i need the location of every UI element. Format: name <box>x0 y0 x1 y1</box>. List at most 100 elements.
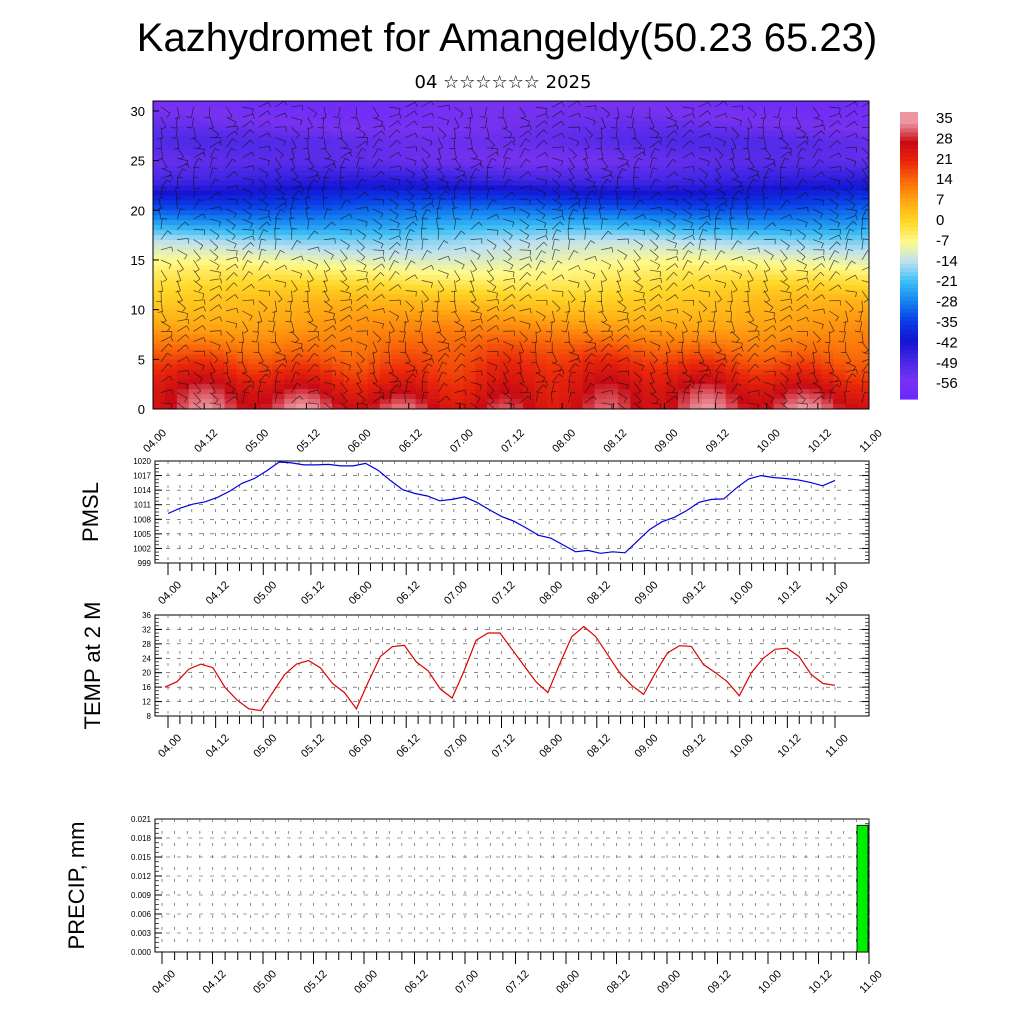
wind-barb <box>405 373 413 383</box>
heatmap-cell <box>272 105 285 112</box>
heatmap-cell <box>666 165 679 172</box>
wind-barb <box>158 208 162 220</box>
wind-barb <box>307 127 310 139</box>
heatmap-cell <box>248 309 261 316</box>
wind-barb-flag <box>277 166 282 171</box>
heatmap-cell <box>821 289 834 296</box>
wind-barb-flag <box>233 243 237 249</box>
wind-barb <box>356 167 360 179</box>
heatmap-cell <box>749 150 763 157</box>
heatmap-cell <box>153 250 166 256</box>
wind-barb <box>340 290 351 294</box>
heatmap-cell <box>678 220 691 226</box>
heatmap-cell <box>713 344 727 350</box>
heatmap-cell <box>236 145 250 152</box>
heatmap-cell <box>761 394 775 400</box>
heatmap-cell <box>403 269 417 276</box>
wind-barb-flag <box>478 334 483 339</box>
heatmap-cell <box>690 349 703 355</box>
heatmap-cell <box>511 120 524 127</box>
heatmap-cell <box>248 334 261 341</box>
heatmap-cell <box>582 344 596 350</box>
heatmap-cell <box>582 269 596 276</box>
heatmap-cell <box>499 359 512 365</box>
heatmap-cell <box>534 284 548 291</box>
wind-barb-flag <box>477 397 481 403</box>
heatmap-cell <box>415 279 429 286</box>
heatmap-cell <box>451 359 464 365</box>
wind-barb <box>421 391 425 403</box>
heatmap-cell <box>367 394 381 400</box>
heatmap-cell <box>475 230 488 236</box>
heatmap-cell <box>487 264 500 271</box>
heatmap-cell <box>821 101 834 107</box>
heatmap-cell <box>642 190 655 196</box>
wind-barb-flag <box>276 350 282 354</box>
heatmap-cell <box>522 259 536 266</box>
wind-barb-flag <box>464 174 467 180</box>
heatmap-cell <box>618 105 631 112</box>
wind-barb-flag <box>391 391 397 394</box>
wind-barb <box>340 337 351 342</box>
heatmap-cell <box>499 165 512 172</box>
heatmap-cell <box>391 225 405 231</box>
heatmap-cell <box>200 170 214 177</box>
heatmap-cell <box>200 180 214 187</box>
heatmap-cell <box>188 309 202 316</box>
heatmap-cell <box>379 324 393 331</box>
heatmap-cell <box>713 210 727 216</box>
heatmap-cell <box>857 165 869 172</box>
heatmap-cell <box>176 255 190 261</box>
wind-barb <box>437 127 447 136</box>
heatmap-cell <box>558 354 572 360</box>
heatmap-cell <box>845 374 858 380</box>
heatmap-cell <box>379 245 393 251</box>
heatmap-cell <box>463 215 476 221</box>
heatmap-cell <box>737 259 751 266</box>
heatmap-cell <box>821 264 834 271</box>
heatmap-cell <box>212 135 226 142</box>
heatmap-cell <box>582 235 596 241</box>
heatmap-cell <box>749 200 763 206</box>
heatmap-cell <box>200 250 214 256</box>
heatmap-cell <box>642 175 655 182</box>
wind-barb <box>454 336 465 342</box>
wind-barb-flag <box>443 382 449 387</box>
heatmap-cell <box>654 230 667 236</box>
heatmap-cell <box>797 329 810 336</box>
heatmap-cell <box>594 344 608 350</box>
heatmap-cell <box>320 319 333 326</box>
heatmap-cell <box>773 339 787 346</box>
heatmap-cell <box>833 155 846 162</box>
heatmap-cell <box>701 344 715 350</box>
heatmap-cell <box>845 264 858 271</box>
heatmap-cell <box>797 120 810 127</box>
wind-barb-flag <box>326 208 332 211</box>
heatmap-cell <box>439 235 452 241</box>
wind-barb <box>421 351 433 356</box>
heatmap-cell <box>582 349 596 355</box>
heatmap-cell <box>248 359 261 365</box>
heatmap-cell <box>332 210 345 216</box>
heatmap-cell <box>200 255 214 261</box>
heatmap-cell <box>773 150 787 157</box>
heatmap-cell <box>809 304 822 311</box>
heatmap-cell <box>427 155 440 162</box>
wind-barb-flag <box>265 204 269 209</box>
heatmap-cell <box>367 180 381 187</box>
heatmap-cell <box>332 240 345 246</box>
wind-barb <box>258 290 270 292</box>
wind-barb <box>258 157 270 161</box>
heatmap-cell <box>785 334 798 341</box>
heatmap-cell <box>666 215 679 221</box>
heatmap-cell <box>797 354 810 360</box>
heatmap-cell <box>403 200 417 206</box>
wind-barb <box>340 314 350 322</box>
heatmap-cell <box>164 140 178 147</box>
heatmap-cell <box>690 389 703 395</box>
wind-barb-flag <box>415 102 418 107</box>
wind-barb-flag <box>309 279 314 283</box>
wind-barb <box>274 137 286 142</box>
heatmap-cell <box>451 250 464 256</box>
wind-barb <box>242 235 253 240</box>
